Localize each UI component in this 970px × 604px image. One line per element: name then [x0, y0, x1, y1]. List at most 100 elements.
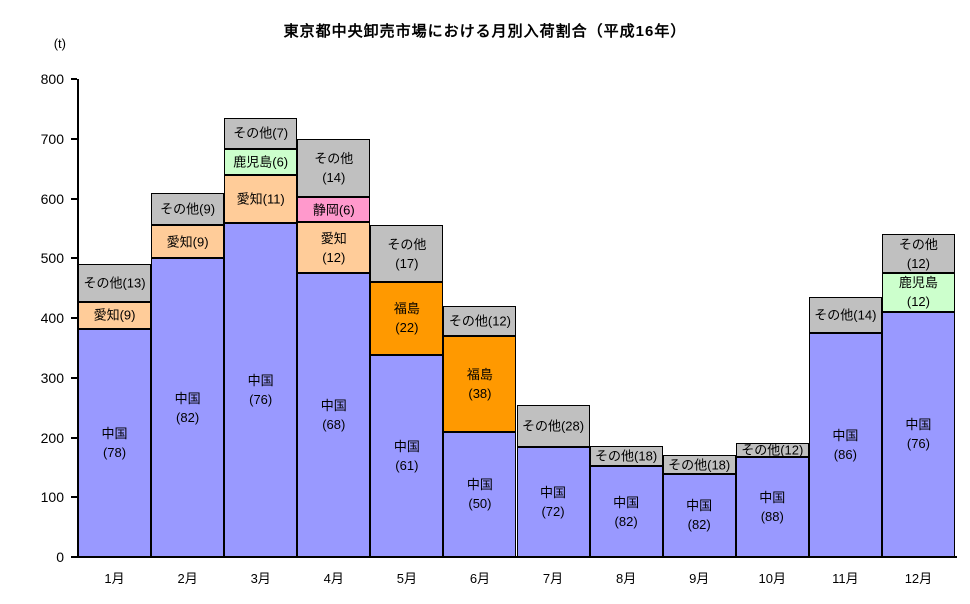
segment-静岡: 静岡(6) [297, 197, 371, 223]
segment-中国: 中国 (82) [662, 473, 736, 557]
x-tick-label-9月: 9月 [689, 571, 710, 586]
bar-6月: 中国 (50) 福島 (38) その他(12) [443, 306, 517, 557]
segment-label-line: 中国 [320, 397, 347, 413]
y-tick-label: 800 [40, 71, 64, 87]
segment-愛知: 愛知(9) [78, 302, 152, 329]
segment-label-その他: その他(28) [522, 416, 584, 435]
bar-3月: 中国 (76) 愛知(11) 鹿児島(6) その他(7) [224, 117, 298, 557]
segment-label-line: 静岡(6) [312, 202, 355, 218]
x-tick-label-10月: 10月 [758, 571, 787, 586]
segment-label-line: その他 [314, 151, 354, 167]
segment-その他: その他(18) [589, 446, 663, 467]
segment-label-その他: その他(14) [814, 306, 876, 325]
segment-label-line: その他 [387, 236, 427, 252]
y-tick-mark [71, 197, 77, 200]
segment-label-中国: 中国 (82) [686, 496, 712, 534]
segment-label-line: (76) [249, 392, 273, 408]
y-tick-label: 400 [40, 310, 64, 326]
segment-label-line: その他(28) [521, 418, 585, 434]
y-tick-label: 600 [40, 190, 64, 207]
segment-愛知: 愛知(11) [224, 174, 298, 224]
segment-label-鹿児島: 鹿児島 (12) [899, 273, 938, 311]
bar-5月: 中国 (61) 福島 (22) その他 (17) [370, 225, 444, 557]
x-tick-label-8月: 8月 [616, 571, 637, 586]
segment-label-line: (86) [833, 447, 857, 463]
x-tick-label-7月: 7月 [542, 571, 564, 586]
segment-label-中国: 中国 (88) [759, 488, 785, 526]
segment-label-line: 中国 [905, 417, 932, 433]
y-tick-mark [71, 376, 77, 379]
segment-label-その他: その他 (17) [387, 235, 426, 273]
chart-title: 東京都中央卸売市場における月別入荷割合（平成16年） [283, 23, 687, 40]
segment-label-line: 中国 [466, 477, 493, 493]
segment-label-line: 愛知(9) [166, 234, 209, 250]
segment-中国: 中国 (72) [516, 447, 590, 557]
segment-label-line: 中国 [832, 428, 859, 444]
bar-12月: 中国 (76) 鹿児島 (12) その他 (12) [881, 234, 955, 557]
y-tick-label: 700 [40, 130, 64, 147]
segment-label-line: その他(12) [741, 442, 804, 458]
segment-label-line: その他 [898, 236, 938, 252]
segment-label-line: (61) [395, 457, 419, 473]
segment-label-line: 愛知 [320, 230, 347, 246]
x-axis [77, 556, 957, 558]
segment-中国: 中国 (61) [370, 354, 444, 557]
segment-その他: その他(12) [443, 306, 517, 337]
segment-中国: 中国 (86) [808, 333, 882, 557]
segment-label-line: 中国 [393, 438, 420, 454]
y-axis-unit-label: (t) [53, 36, 66, 51]
segment-その他: その他 (17) [370, 225, 444, 282]
segment-label-line: 中国 [540, 485, 567, 501]
y-tick-label: 100 [40, 489, 64, 506]
segment-label-line: その他(13) [83, 275, 146, 291]
segment-label-その他: その他(12) [741, 441, 803, 460]
segment-その他: その他(14) [808, 297, 882, 334]
segment-label-愛知: 愛知(9) [167, 232, 209, 251]
segment-label-line: 愛知(9) [93, 307, 136, 323]
y-tick-label: 0 [56, 549, 64, 565]
segment-label-line: 中国 [686, 498, 713, 514]
segment-中国: 中国 (50) [443, 431, 517, 557]
segment-中国: 中国 (76) [881, 311, 955, 557]
segment-中国: 中国 (82) [151, 258, 225, 557]
segment-label-line: (68) [322, 416, 346, 432]
bar-7月: 中国 (72) その他(28) [516, 404, 590, 557]
segment-label-line: (78) [102, 444, 127, 460]
segment-label-福島: 福島 (38) [467, 365, 493, 403]
segment-その他: その他(12) [881, 234, 955, 274]
segment-label-福島: 福島 (22) [394, 299, 420, 337]
segment-label-line: 中国 [101, 425, 128, 441]
segment-愛知: 愛知 (12) [297, 222, 371, 273]
y-tick-mark [71, 137, 77, 140]
segment-label-line: (76) [906, 436, 930, 452]
segment-label-line: 福島 [466, 366, 493, 382]
bar-10月: 中国 (88) その他(12) [735, 441, 809, 557]
segment-label-line: (14) [322, 170, 346, 186]
segment-label-静岡: 静岡(6) [313, 200, 355, 219]
bar-11月: 中国 (86) その他(14) [808, 297, 882, 557]
segment-label-中国: 中国 (76) [248, 371, 274, 409]
segment-label-line: 鹿児島 [898, 275, 938, 291]
segment-label-中国: 中国 (78) [102, 424, 128, 462]
y-tick-mark [71, 436, 77, 439]
segment-label-鹿児島: 鹿児島(6) [233, 152, 288, 171]
segment-中国: 中国 (78) [78, 328, 152, 557]
segment-label-中国: 中国 (68) [321, 396, 347, 434]
segment-その他: その他(18) [662, 455, 736, 474]
segment-label-line: その他(9) [160, 201, 216, 217]
segment-label-line: (82) [614, 513, 638, 529]
segment-label-line: (82) [687, 517, 711, 533]
segment-label-その他: その他 (14) [314, 149, 353, 187]
segment-label-line: その他(18) [668, 457, 731, 473]
segment-label-line: 中国 [247, 373, 274, 389]
segment-label-line: その他(7) [233, 125, 289, 141]
segment-label-中国: 中国 (76) [905, 415, 931, 453]
y-tick-mark [71, 317, 77, 319]
segment-福島: 福島 (38) [443, 336, 517, 432]
segment-label-愛知: 愛知(11) [237, 190, 285, 209]
segment-label-中国: 中国 (82) [613, 493, 639, 531]
bar-1月: 中国 (78) 愛知(9) その他(13) [78, 264, 152, 557]
y-tick-mark [71, 556, 77, 558]
segment-label-中国: 中国 (86) [832, 426, 858, 464]
